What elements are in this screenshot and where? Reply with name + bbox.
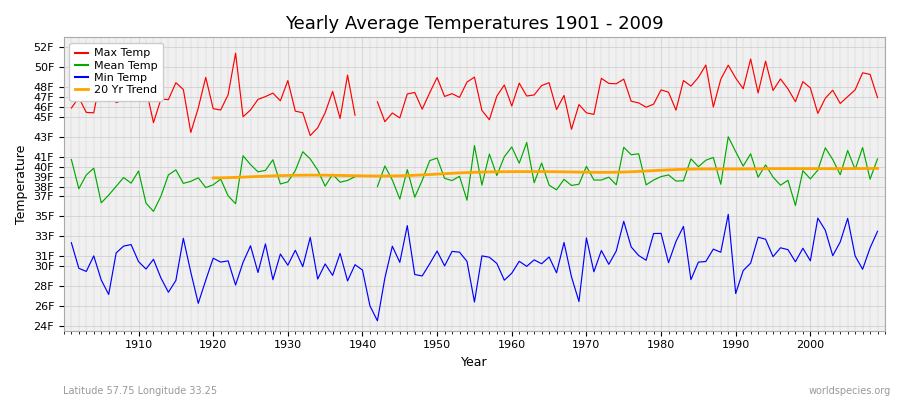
Y-axis label: Temperature: Temperature [15, 144, 28, 224]
X-axis label: Year: Year [461, 356, 488, 369]
Legend: Max Temp, Mean Temp, Min Temp, 20 Yr Trend: Max Temp, Mean Temp, Min Temp, 20 Yr Tre… [69, 43, 163, 101]
Text: Latitude 57.75 Longitude 33.25: Latitude 57.75 Longitude 33.25 [63, 386, 217, 396]
Title: Yearly Average Temperatures 1901 - 2009: Yearly Average Temperatures 1901 - 2009 [285, 15, 664, 33]
Text: worldspecies.org: worldspecies.org [809, 386, 891, 396]
